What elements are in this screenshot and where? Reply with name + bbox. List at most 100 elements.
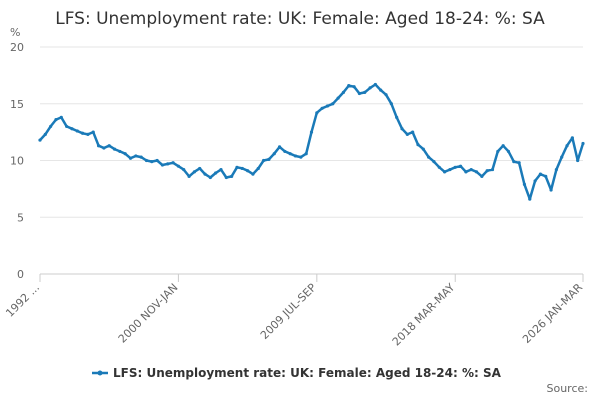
- point: [246, 169, 250, 173]
- line: [39, 83, 585, 201]
- point: [416, 143, 420, 147]
- point: [91, 130, 95, 134]
- point: [352, 85, 356, 89]
- point: [363, 90, 367, 94]
- point: [59, 115, 63, 119]
- point: [38, 138, 42, 142]
- point: [315, 111, 319, 115]
- point: [176, 164, 181, 168]
- point: [160, 163, 165, 167]
- point: [544, 174, 548, 178]
- point: [336, 96, 340, 100]
- point: [347, 83, 351, 88]
- point: [208, 175, 212, 180]
- y-tick-label: 15: [10, 98, 24, 111]
- point: [490, 167, 495, 172]
- point: [155, 158, 159, 163]
- legend-marker: [97, 370, 103, 376]
- point: [368, 86, 372, 90]
- point: [224, 175, 228, 180]
- point: [533, 179, 537, 183]
- point: [272, 152, 276, 156]
- x-tick-label: 2009 JUL-SEP: [258, 281, 319, 342]
- point: [565, 144, 569, 148]
- point: [400, 127, 404, 131]
- point: [501, 144, 505, 148]
- point: [480, 174, 484, 178]
- point: [54, 118, 58, 122]
- point: [107, 144, 111, 148]
- y-axis-label: %: [10, 26, 20, 39]
- point: [469, 167, 473, 172]
- point: [134, 154, 138, 158]
- point: [522, 182, 527, 186]
- point: [198, 166, 202, 171]
- source: Source:: [547, 382, 589, 395]
- point: [538, 172, 543, 176]
- point: [65, 124, 69, 129]
- x-tick-label: 2018 MAR-MAY: [390, 281, 458, 349]
- point: [474, 170, 479, 174]
- x-tick-label: 2026 JAN-MAR: [520, 281, 585, 346]
- x-tick-label: 2000 NOV-JAN: [116, 281, 181, 346]
- point: [102, 146, 106, 150]
- point: [357, 91, 362, 96]
- point: [570, 136, 574, 140]
- point: [331, 102, 335, 106]
- point: [150, 160, 154, 164]
- point: [187, 174, 191, 178]
- point: [43, 132, 47, 136]
- point: [171, 161, 175, 165]
- point: [485, 169, 489, 173]
- point: [49, 124, 53, 129]
- point: [411, 130, 415, 134]
- point: [70, 127, 74, 131]
- point: [251, 172, 255, 176]
- point: [512, 160, 516, 164]
- point: [240, 166, 244, 171]
- point: [112, 147, 117, 151]
- point: [309, 130, 314, 134]
- point: [75, 129, 79, 133]
- point: [86, 132, 90, 136]
- point: [581, 141, 585, 146]
- point: [453, 165, 457, 169]
- point: [320, 106, 324, 110]
- point: [128, 156, 133, 160]
- point: [304, 152, 308, 156]
- point: [373, 82, 377, 87]
- point: [528, 197, 532, 201]
- y-tick-label: 0: [17, 268, 24, 281]
- point: [299, 155, 303, 159]
- point: [432, 160, 436, 164]
- point: [341, 90, 346, 94]
- point: [123, 152, 127, 156]
- point: [442, 170, 447, 174]
- point: [267, 157, 271, 161]
- point: [517, 161, 521, 165]
- point: [283, 149, 287, 154]
- point: [192, 170, 196, 174]
- point: [496, 149, 500, 154]
- x-tick-label: 1992 ...: [3, 281, 42, 320]
- point: [506, 149, 511, 154]
- point: [384, 93, 388, 97]
- y-tick-label: 5: [17, 211, 24, 224]
- point: [427, 155, 431, 159]
- point: [256, 166, 260, 171]
- point: [144, 158, 149, 163]
- chart-title: LFS: Unemployment rate: UK: Female: Aged…: [55, 9, 545, 29]
- y-tick-label: 10: [10, 155, 24, 168]
- point: [96, 144, 101, 148]
- point: [214, 171, 218, 175]
- point: [325, 104, 330, 108]
- point: [219, 167, 223, 172]
- point: [139, 155, 143, 159]
- point: [293, 154, 298, 158]
- point: [182, 167, 186, 172]
- point: [80, 131, 85, 135]
- point: [166, 162, 170, 166]
- point: [389, 102, 393, 106]
- point: [458, 164, 463, 168]
- point: [230, 174, 234, 178]
